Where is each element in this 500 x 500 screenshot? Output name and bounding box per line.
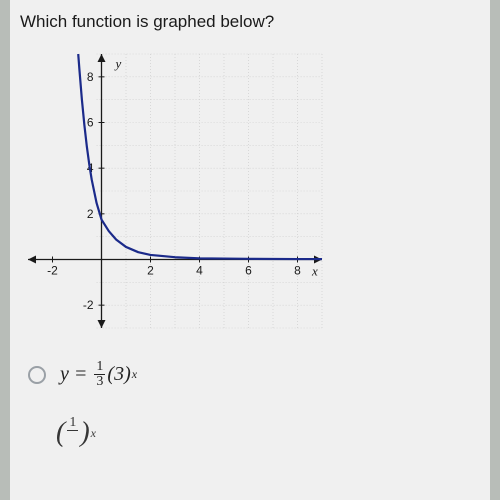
option-2-partial: ( 1 ) x <box>56 417 480 449</box>
svg-text:2: 2 <box>87 207 94 221</box>
svg-text:6: 6 <box>87 116 94 130</box>
exponent: x <box>132 367 137 382</box>
var-y: y <box>60 363 69 386</box>
denominator: 3 <box>94 375 105 389</box>
svg-text:2: 2 <box>147 264 154 278</box>
svg-text:y: y <box>114 56 122 71</box>
option-2-formula: ( 1 ) x <box>56 417 480 449</box>
function-chart: -22468-22468yx <box>20 46 330 336</box>
radio-icon[interactable] <box>28 366 46 384</box>
svg-text:4: 4 <box>196 264 203 278</box>
svg-text:6: 6 <box>245 264 252 278</box>
open-paren-2: ( <box>56 417 65 449</box>
close-paren: ) <box>124 363 131 386</box>
svg-text:8: 8 <box>294 264 301 278</box>
svg-text:-2: -2 <box>47 264 58 278</box>
close-paren-2: ) <box>80 417 89 449</box>
exponent-2: x <box>91 426 96 441</box>
fraction-2: 1 <box>67 416 78 445</box>
numerator: 1 <box>94 360 105 375</box>
chart-svg: -22468-22468yx <box>20 46 330 336</box>
fraction: 1 3 <box>94 360 105 389</box>
option-1[interactable]: y = 1 3 ( 3 ) x <box>28 360 480 389</box>
equals: = <box>69 363 93 386</box>
base: 3 <box>114 363 124 386</box>
question-text: Which function is graphed below? <box>20 12 480 32</box>
svg-text:-2: -2 <box>83 298 94 312</box>
svg-text:8: 8 <box>87 70 94 84</box>
denominator-2 <box>69 431 77 445</box>
numerator-2: 1 <box>67 416 78 431</box>
option-1-formula: y = 1 3 ( 3 ) x <box>60 360 137 389</box>
svg-text:x: x <box>311 264 318 279</box>
worksheet-page: Which function is graphed below? -2 2 4 6 8 -… <box>10 0 490 500</box>
